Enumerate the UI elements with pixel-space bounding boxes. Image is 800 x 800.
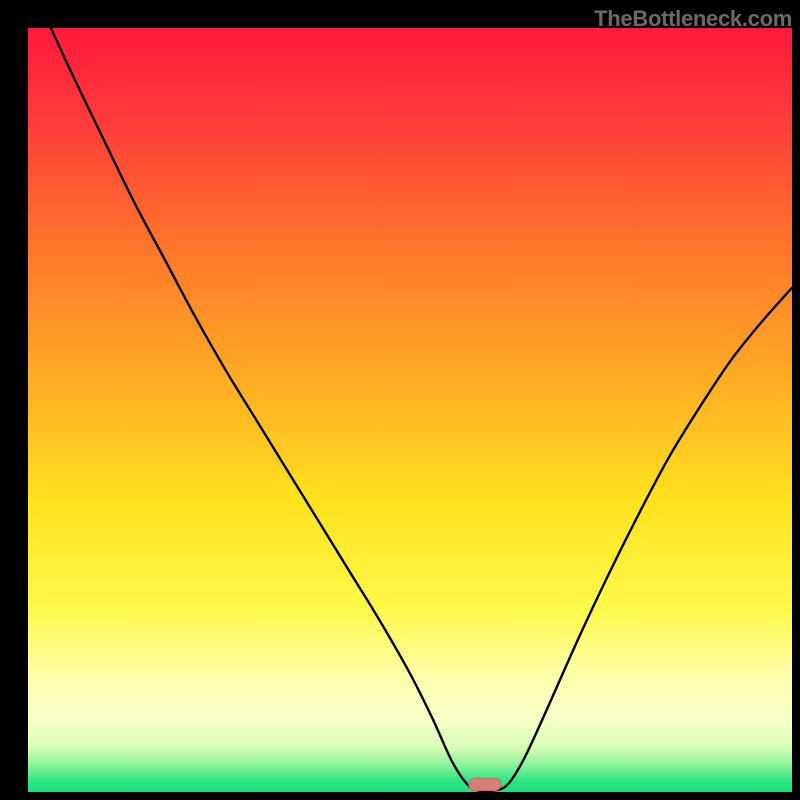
plot-gradient-background [28, 28, 792, 792]
chart-canvas [0, 0, 800, 800]
bottleneck-chart: TheBottleneck.com [0, 0, 800, 800]
optimal-point-marker [469, 778, 501, 790]
watermark-text: TheBottleneck.com [594, 6, 792, 32]
